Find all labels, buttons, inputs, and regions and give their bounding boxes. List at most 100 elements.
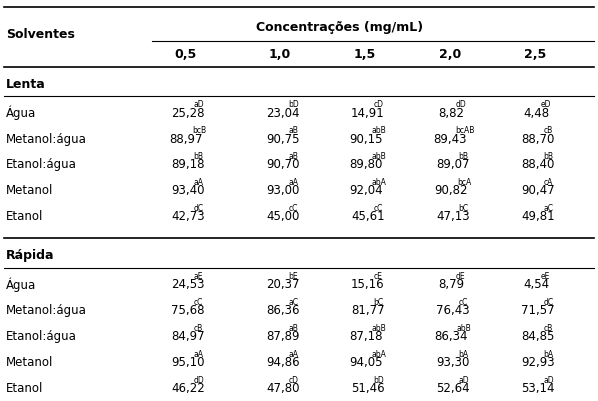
Text: cA: cA — [543, 178, 553, 187]
Text: 2,5: 2,5 — [524, 49, 546, 61]
Text: 88,40: 88,40 — [521, 158, 554, 171]
Text: bA: bA — [543, 349, 553, 358]
Text: bD: bD — [288, 100, 299, 109]
Text: eD: eD — [541, 100, 551, 109]
Text: 71,57: 71,57 — [521, 304, 555, 317]
Text: aB: aB — [288, 152, 298, 161]
Text: aE: aE — [193, 271, 203, 280]
Text: cC: cC — [193, 298, 203, 306]
Text: Solventes: Solventes — [6, 28, 75, 41]
Text: 87,89: 87,89 — [266, 330, 300, 342]
Text: 45,61: 45,61 — [351, 210, 385, 223]
Text: 90,70: 90,70 — [266, 158, 300, 171]
Text: 46,22: 46,22 — [171, 381, 205, 395]
Text: 76,43: 76,43 — [436, 304, 469, 317]
Text: 47,13: 47,13 — [436, 210, 469, 223]
Text: 95,10: 95,10 — [171, 356, 205, 369]
Text: 25,28: 25,28 — [171, 106, 205, 119]
Text: bcA: bcA — [457, 178, 471, 187]
Text: aD: aD — [193, 100, 204, 109]
Text: dC: dC — [193, 204, 203, 213]
Text: 88,97: 88,97 — [170, 132, 203, 145]
Text: 1,0: 1,0 — [269, 49, 291, 61]
Text: 93,30: 93,30 — [436, 356, 469, 369]
Text: 42,73: 42,73 — [171, 210, 205, 223]
Text: 15,16: 15,16 — [351, 278, 385, 291]
Text: 81,77: 81,77 — [351, 304, 385, 317]
Text: 92,93: 92,93 — [521, 356, 555, 369]
Text: Etanol: Etanol — [6, 210, 44, 223]
Text: cB: cB — [543, 126, 553, 135]
Text: Concentrações (mg/mL): Concentrações (mg/mL) — [257, 20, 423, 33]
Text: 52,64: 52,64 — [436, 381, 469, 395]
Text: abB: abB — [372, 152, 386, 161]
Text: 89,80: 89,80 — [350, 158, 383, 171]
Text: dC: dC — [543, 298, 553, 306]
Text: bcAB: bcAB — [455, 126, 475, 135]
Text: 90,15: 90,15 — [350, 132, 383, 145]
Text: cB: cB — [543, 323, 553, 332]
Text: aA: aA — [288, 178, 298, 187]
Text: bD: bD — [373, 375, 384, 384]
Text: abA: abA — [372, 178, 387, 187]
Text: aA: aA — [193, 349, 203, 358]
Text: 0,5: 0,5 — [174, 49, 196, 61]
Text: 90,47: 90,47 — [521, 184, 555, 197]
Text: 75,68: 75,68 — [171, 304, 205, 317]
Text: Etanol:água: Etanol:água — [6, 330, 77, 342]
Text: 84,85: 84,85 — [521, 330, 554, 342]
Text: aC: aC — [288, 298, 298, 306]
Text: 24,53: 24,53 — [171, 278, 205, 291]
Text: 92,04: 92,04 — [350, 184, 383, 197]
Text: bB: bB — [543, 152, 553, 161]
Text: cC: cC — [458, 298, 468, 306]
Text: 20,37: 20,37 — [266, 278, 300, 291]
Text: Lenta: Lenta — [6, 77, 46, 90]
Text: bB: bB — [458, 152, 468, 161]
Text: 90,82: 90,82 — [435, 184, 468, 197]
Text: Água: Água — [6, 277, 36, 292]
Text: cD: cD — [373, 100, 383, 109]
Text: abA: abA — [372, 349, 387, 358]
Text: Metanol:água: Metanol:água — [6, 132, 87, 145]
Text: bcB: bcB — [192, 126, 206, 135]
Text: bB: bB — [193, 152, 203, 161]
Text: bC: bC — [458, 204, 468, 213]
Text: aD: aD — [458, 375, 469, 384]
Text: Metanol: Metanol — [6, 356, 53, 369]
Text: 89,43: 89,43 — [433, 132, 466, 145]
Text: 87,18: 87,18 — [350, 330, 383, 342]
Text: 51,46: 51,46 — [351, 381, 385, 395]
Text: 45,00: 45,00 — [266, 210, 300, 223]
Text: 2,0: 2,0 — [439, 49, 461, 61]
Text: Etanol: Etanol — [6, 381, 44, 395]
Text: cE: cE — [373, 271, 382, 280]
Text: 89,18: 89,18 — [171, 158, 205, 171]
Text: abB: abB — [372, 126, 386, 135]
Text: 4,48: 4,48 — [523, 106, 550, 119]
Text: 84,97: 84,97 — [171, 330, 205, 342]
Text: Rápida: Rápida — [6, 248, 54, 261]
Text: cD: cD — [288, 375, 298, 384]
Text: Etanol:água: Etanol:água — [6, 158, 77, 171]
Text: abB: abB — [372, 323, 386, 332]
Text: 49,81: 49,81 — [521, 210, 555, 223]
Text: Metanol: Metanol — [6, 184, 53, 197]
Text: bC: bC — [373, 298, 383, 306]
Text: aD: aD — [543, 375, 554, 384]
Text: Água: Água — [6, 105, 36, 120]
Text: cC: cC — [288, 204, 298, 213]
Text: 53,14: 53,14 — [521, 381, 554, 395]
Text: Metanol:água: Metanol:água — [6, 304, 87, 317]
Text: 94,05: 94,05 — [350, 356, 383, 369]
Text: 8,82: 8,82 — [438, 106, 464, 119]
Text: bA: bA — [458, 349, 468, 358]
Text: dE: dE — [456, 271, 466, 280]
Text: 4,54: 4,54 — [523, 278, 550, 291]
Text: aB: aB — [288, 126, 298, 135]
Text: 1,5: 1,5 — [354, 49, 376, 61]
Text: aA: aA — [288, 349, 298, 358]
Text: dD: dD — [456, 100, 466, 109]
Text: bE: bE — [288, 271, 298, 280]
Text: 93,40: 93,40 — [171, 184, 205, 197]
